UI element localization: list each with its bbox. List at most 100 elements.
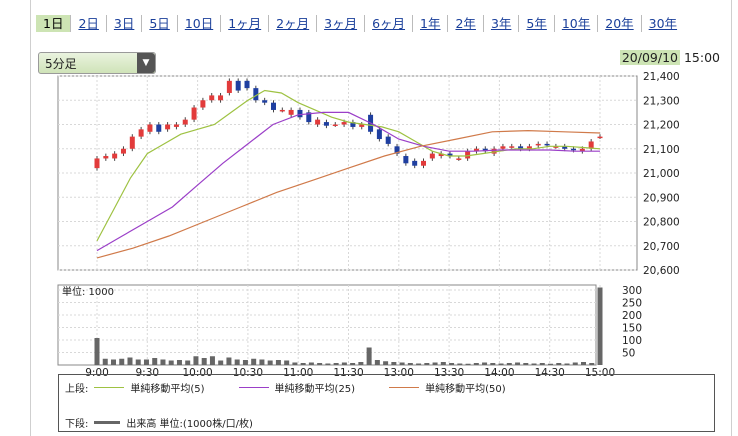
candle xyxy=(147,124,153,132)
candle xyxy=(120,148,126,154)
volume-y-tick: 200 xyxy=(622,310,642,322)
volume-bar xyxy=(275,360,281,365)
ma50-line xyxy=(96,129,601,259)
volume-bar xyxy=(581,362,587,365)
tab-14[interactable]: 20年 xyxy=(598,14,642,32)
legend-ma25: 単純移動平均(25) xyxy=(233,380,356,395)
legend-ma5-swatch xyxy=(94,387,125,388)
candle xyxy=(421,160,427,166)
volume-bar xyxy=(465,363,471,365)
candle xyxy=(262,100,268,103)
tab-5[interactable]: 1ヶ月 xyxy=(221,14,270,32)
volume-bar xyxy=(242,360,248,365)
volume-bar xyxy=(383,361,389,365)
timestamp-time: 15:00 xyxy=(683,50,720,65)
price-y-tick: 21,300 xyxy=(643,95,680,107)
candle xyxy=(253,88,259,101)
tab-12[interactable]: 5年 xyxy=(519,14,555,32)
legend-volume-swatch xyxy=(94,421,121,424)
candle xyxy=(403,156,409,164)
volume-bar xyxy=(267,360,273,365)
candle xyxy=(579,148,585,152)
tab-13[interactable]: 10年 xyxy=(555,14,599,32)
tab-9[interactable]: 1年 xyxy=(413,14,449,32)
legend-ma50: 単純移動平均(50) xyxy=(383,380,506,395)
tab-6[interactable]: 2ヶ月 xyxy=(269,14,318,32)
price-y-tick: 21,100 xyxy=(643,144,680,156)
candle xyxy=(112,153,118,159)
legend-ma50-swatch xyxy=(389,387,420,388)
interval-dropdown[interactable]: 5分足 ▼ xyxy=(38,52,156,74)
x-tick-label: 15:00 xyxy=(585,367,615,379)
ma5-line xyxy=(96,89,601,242)
x-tick-label: 9:30 xyxy=(136,367,160,379)
tab-4[interactable]: 10日 xyxy=(178,14,222,32)
volume-y-tick: 100 xyxy=(622,335,642,347)
volume-bar xyxy=(531,363,537,365)
volume-bar xyxy=(193,356,199,365)
volume-bar xyxy=(597,287,603,365)
candle xyxy=(482,148,488,152)
volume-bar xyxy=(127,357,133,365)
x-tick-label: 14:00 xyxy=(484,367,514,379)
volume-bar xyxy=(308,362,314,365)
volume-bar xyxy=(548,363,554,365)
legend: 上段: 単純移動平均(5) 単純移動平均(25) 単純移動平均(50) 下段: … xyxy=(58,374,715,432)
volume-bar xyxy=(374,360,380,365)
volume-bar xyxy=(399,362,405,365)
timestamp: 20/09/10 15:00 xyxy=(619,50,720,65)
volume-bar xyxy=(391,362,397,365)
volume-bar xyxy=(482,362,488,365)
candle xyxy=(588,141,594,149)
candle xyxy=(200,100,206,108)
x-tick-label: 10:00 xyxy=(182,367,212,379)
tab-0[interactable]: 1日 xyxy=(36,14,72,32)
tab-3[interactable]: 5日 xyxy=(142,14,178,32)
volume-bar xyxy=(135,359,141,365)
candle xyxy=(500,146,506,149)
tab-7[interactable]: 3ヶ月 xyxy=(317,14,366,32)
candle xyxy=(447,153,453,157)
volume-bar xyxy=(440,362,446,365)
candle xyxy=(191,107,197,120)
candle xyxy=(279,109,285,112)
volume-bar xyxy=(259,359,265,365)
volume-unit-label: 単位: 1000 xyxy=(62,285,114,298)
x-tick-label: 11:30 xyxy=(333,367,363,379)
x-tick-label: 13:30 xyxy=(434,367,464,379)
tab-15[interactable]: 30年 xyxy=(648,15,678,31)
price-y-tick: 21,000 xyxy=(643,168,680,180)
volume-bar xyxy=(284,360,290,365)
candle xyxy=(182,119,188,125)
timestamp-date: 20/09/10 xyxy=(619,50,680,65)
volume-bar xyxy=(333,363,339,365)
volume-bar xyxy=(94,338,100,365)
volume-bar xyxy=(358,362,364,365)
volume-y-tick: 150 xyxy=(622,323,642,335)
volume-y-tick: 50 xyxy=(622,348,635,360)
ma25-line xyxy=(96,111,600,252)
legend-ma25-label: 単純移動平均(25) xyxy=(274,384,356,395)
tab-10[interactable]: 2年 xyxy=(448,14,484,32)
volume-bar xyxy=(209,356,215,365)
candle xyxy=(429,153,435,159)
tab-8[interactable]: 6ヶ月 xyxy=(365,14,414,32)
tab-2[interactable]: 3日 xyxy=(107,14,143,32)
volume-bar xyxy=(416,363,422,365)
volume-bar xyxy=(341,362,347,365)
volume-bar xyxy=(432,362,438,365)
candle xyxy=(165,124,171,130)
volume-bar xyxy=(110,359,116,365)
volume-bar xyxy=(292,362,298,365)
price-y-tick: 20,600 xyxy=(643,265,680,277)
candle xyxy=(465,151,471,159)
volume-bar xyxy=(317,363,323,365)
volume-bar xyxy=(168,360,174,365)
interval-dropdown-value: 5分足 xyxy=(45,56,77,71)
volume-bar xyxy=(234,359,240,365)
candle xyxy=(438,153,444,157)
candle xyxy=(226,80,232,93)
tab-1[interactable]: 2日 xyxy=(71,14,107,32)
tab-11[interactable]: 3年 xyxy=(484,14,520,32)
